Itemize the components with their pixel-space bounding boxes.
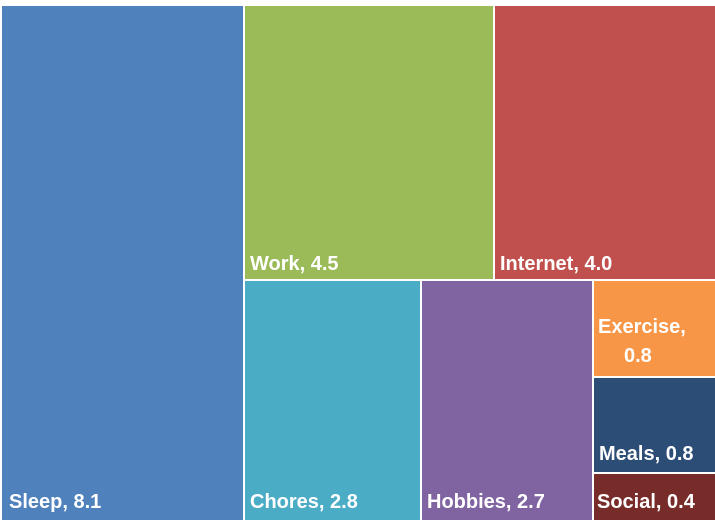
treemap-tile-internet: Internet, 4.0 <box>495 6 715 279</box>
treemap-label-meals: Meals, 0.8 <box>599 443 694 465</box>
treemap-rect-sleep <box>2 6 243 520</box>
treemap-label-social: Social, 0.4 <box>597 491 696 513</box>
treemap-tile-social: Social, 0.4 <box>594 474 715 520</box>
treemap-tile-exercise: Exercise, 0.8 <box>594 281 715 376</box>
treemap-tile-sleep: Sleep, 8.1 <box>2 6 243 520</box>
treemap-tiles: Sleep, 8.1 Work, 4.5 Internet, 4.0 Chores, … <box>2 6 715 520</box>
treemap-rect-exercise <box>594 281 715 376</box>
treemap-rect-work <box>245 6 493 279</box>
treemap-label-chores: Chores, 2.8 <box>250 491 358 513</box>
treemap-rect-meals <box>594 378 715 472</box>
treemap-tile-chores: Chores, 2.8 <box>245 281 420 520</box>
treemap-rect-chores <box>245 281 420 520</box>
treemap-tile-hobbies: Hobbies, 2.7 <box>422 281 592 520</box>
treemap-rect-social <box>594 474 715 520</box>
treemap-tile-meals: Meals, 0.8 <box>594 378 715 472</box>
treemap-label-exercise: Exercise, 0.8 <box>598 316 686 367</box>
treemap-label-hobbies: Hobbies, 2.7 <box>427 491 545 513</box>
treemap-rect-hobbies <box>422 281 592 520</box>
treemap-tile-work: Work, 4.5 <box>245 6 493 279</box>
treemap-rect-internet <box>495 6 715 279</box>
treemap-label-internet: Internet, 4.0 <box>500 253 612 275</box>
treemap-label-sleep: Sleep, 8.1 <box>9 491 101 513</box>
treemap-label-work: Work, 4.5 <box>250 253 339 275</box>
